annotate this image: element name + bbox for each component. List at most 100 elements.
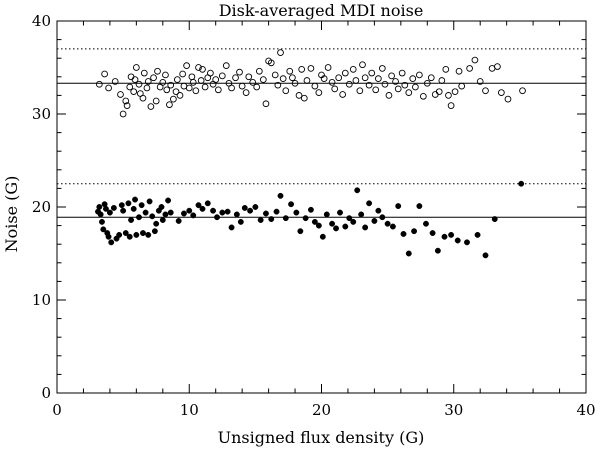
filled-circle-point (277, 192, 284, 199)
open-circle-point (162, 71, 169, 79)
filled-circle-point (389, 223, 396, 230)
open-circle-point (398, 69, 406, 77)
open-circle-point (253, 83, 261, 91)
open-circle-point (172, 88, 180, 96)
filled-circle-point (233, 211, 240, 218)
filled-circle-point (346, 215, 353, 222)
open-circle-point (427, 74, 435, 82)
filled-circle-point (146, 198, 153, 205)
open-circle-series (95, 49, 526, 118)
filled-circle-point (411, 228, 418, 235)
open-circle-point (365, 81, 373, 89)
open-circle-point (471, 56, 479, 64)
open-circle-point (255, 67, 263, 75)
open-circle-point (295, 92, 303, 99)
filled-circle-point (405, 250, 412, 257)
open-circle-point (372, 86, 380, 94)
filled-circle-point (400, 231, 407, 237)
open-circle-point (189, 79, 197, 86)
filled-circle-point (379, 214, 386, 221)
filled-circle-point (293, 209, 300, 216)
filled-circle-point (337, 209, 343, 216)
open-circle-point (291, 79, 299, 87)
open-circle-point (212, 76, 220, 83)
filled-circle-point (375, 207, 382, 214)
filled-circle-point (224, 208, 231, 215)
filled-circle-point (366, 200, 373, 207)
filled-circle-point (190, 212, 197, 219)
open-circle-point (494, 63, 501, 70)
filled-circle-point (140, 230, 146, 236)
open-circle-point (173, 76, 181, 83)
filled-circle-point (133, 231, 140, 238)
filled-circle-point (96, 204, 103, 210)
open-circle-point (122, 97, 130, 105)
filled-circle-point (138, 202, 145, 209)
filled-circle-point (263, 210, 269, 217)
filled-circle-point (491, 216, 498, 223)
filled-circle-point (126, 233, 133, 240)
open-circle-point (201, 83, 209, 91)
filled-circle-point (241, 204, 248, 211)
x-tick-label: 10 (180, 401, 199, 419)
filled-circle-point (319, 233, 326, 240)
filled-circle-point (429, 230, 436, 236)
reference-lines (57, 48, 586, 218)
filled-circle-point (145, 231, 152, 238)
filled-circle-point (162, 211, 169, 218)
open-circle-point (394, 85, 402, 93)
filled-circle-point (302, 215, 309, 222)
open-circle-point (185, 84, 193, 92)
open-circle-point (328, 79, 336, 86)
open-circle-point (133, 64, 140, 71)
open-circle-point (392, 78, 399, 85)
open-circle-point (159, 79, 167, 86)
open-circle-point (438, 77, 446, 84)
open-circle-point (140, 69, 148, 77)
filled-circle-point (384, 220, 391, 227)
y-axis-label: Noise (G) (2, 176, 21, 253)
open-circle-point (359, 61, 366, 69)
open-circle-point (381, 80, 389, 88)
open-circle-point (476, 78, 484, 85)
filled-circle-point (120, 207, 127, 214)
open-circle-point (498, 89, 505, 96)
open-circle-point (352, 77, 360, 84)
filled-circle-point (204, 200, 211, 207)
open-circle-point (242, 89, 250, 96)
open-circle-point (123, 102, 131, 109)
filled-circle-point (106, 209, 113, 216)
open-circle-point (388, 72, 395, 80)
open-circle-point (163, 86, 171, 94)
open-circle-point (166, 101, 173, 109)
open-circle-point (222, 62, 230, 69)
open-circle-point (119, 110, 127, 118)
filled-circle-point (97, 211, 104, 218)
open-circle-point (324, 64, 332, 71)
open-circle-point (105, 84, 112, 92)
filled-circle-point (323, 211, 330, 218)
filled-circle-point (158, 204, 165, 210)
open-circle-point (298, 66, 306, 73)
filled-circle-point (454, 237, 461, 244)
open-circle-point (331, 85, 339, 93)
y-tick-label: 20 (32, 198, 51, 216)
filled-circle-point (159, 217, 166, 223)
open-circle-point (320, 75, 328, 83)
open-circle-point (412, 83, 419, 91)
open-circle-point (482, 87, 489, 95)
open-circle-point (147, 103, 155, 110)
filled-circle-point (315, 222, 322, 229)
filled-circle-point (136, 214, 142, 221)
filled-circle-point (99, 218, 105, 225)
filled-circle-point (118, 202, 125, 209)
open-circle-point (274, 81, 282, 89)
x-tick-label: 20 (312, 401, 331, 419)
filled-circle-point (257, 217, 264, 223)
filled-circle-point (181, 210, 187, 217)
open-circle-point (170, 95, 177, 103)
open-circle-point (139, 94, 147, 102)
filled-circle-point (116, 231, 123, 238)
open-circle-point (451, 88, 459, 96)
open-circle-point (341, 69, 349, 77)
